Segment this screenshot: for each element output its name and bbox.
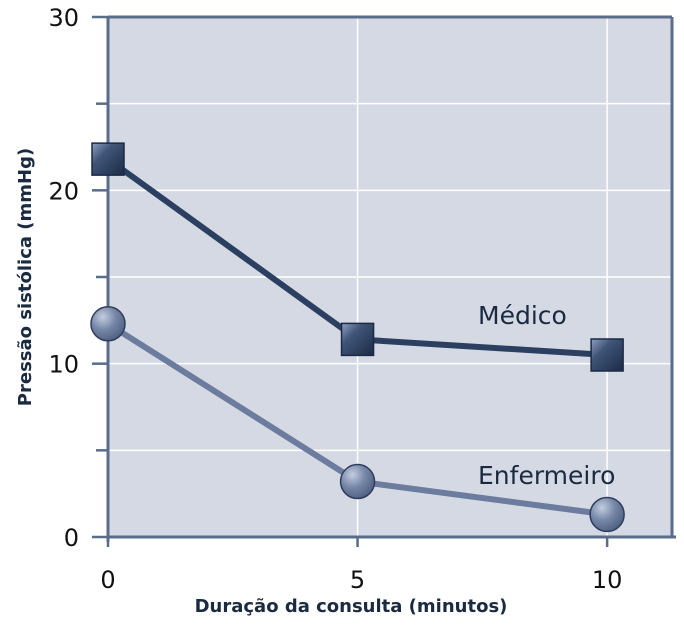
data-point-enfermeiro bbox=[90, 306, 126, 342]
data-point-enfermeiro bbox=[589, 496, 625, 533]
data-point-enfermeiro bbox=[339, 463, 376, 500]
series-layer bbox=[90, 142, 625, 533]
data-point-medico bbox=[340, 322, 375, 357]
x-axis-title: Duração da consulta (minutos) bbox=[195, 596, 508, 617]
y-axis-title: Pressão sistólica (mmHg) bbox=[15, 148, 36, 406]
axes bbox=[92, 15, 676, 547]
series-label-enfermeiro: Enfermeiro bbox=[478, 461, 615, 490]
x-tick-label-0: 0 bbox=[100, 566, 115, 594]
series-label-medico: Médico bbox=[478, 301, 567, 330]
grid-lines bbox=[108, 17, 672, 537]
y-tick-label-20: 20 bbox=[48, 177, 79, 205]
y-tick-label-10: 10 bbox=[48, 351, 79, 379]
x-tick-labels: 0 5 10 bbox=[100, 566, 622, 594]
y-tick-label-0: 0 bbox=[64, 524, 79, 552]
y-tick-label-30: 30 bbox=[48, 4, 79, 32]
data-point-medico bbox=[590, 338, 624, 372]
y-tick-labels: 0 10 20 30 bbox=[48, 4, 79, 552]
data-point-medico bbox=[91, 142, 125, 176]
x-tick-label-5: 5 bbox=[350, 566, 365, 594]
x-tick-label-10: 10 bbox=[592, 566, 623, 594]
